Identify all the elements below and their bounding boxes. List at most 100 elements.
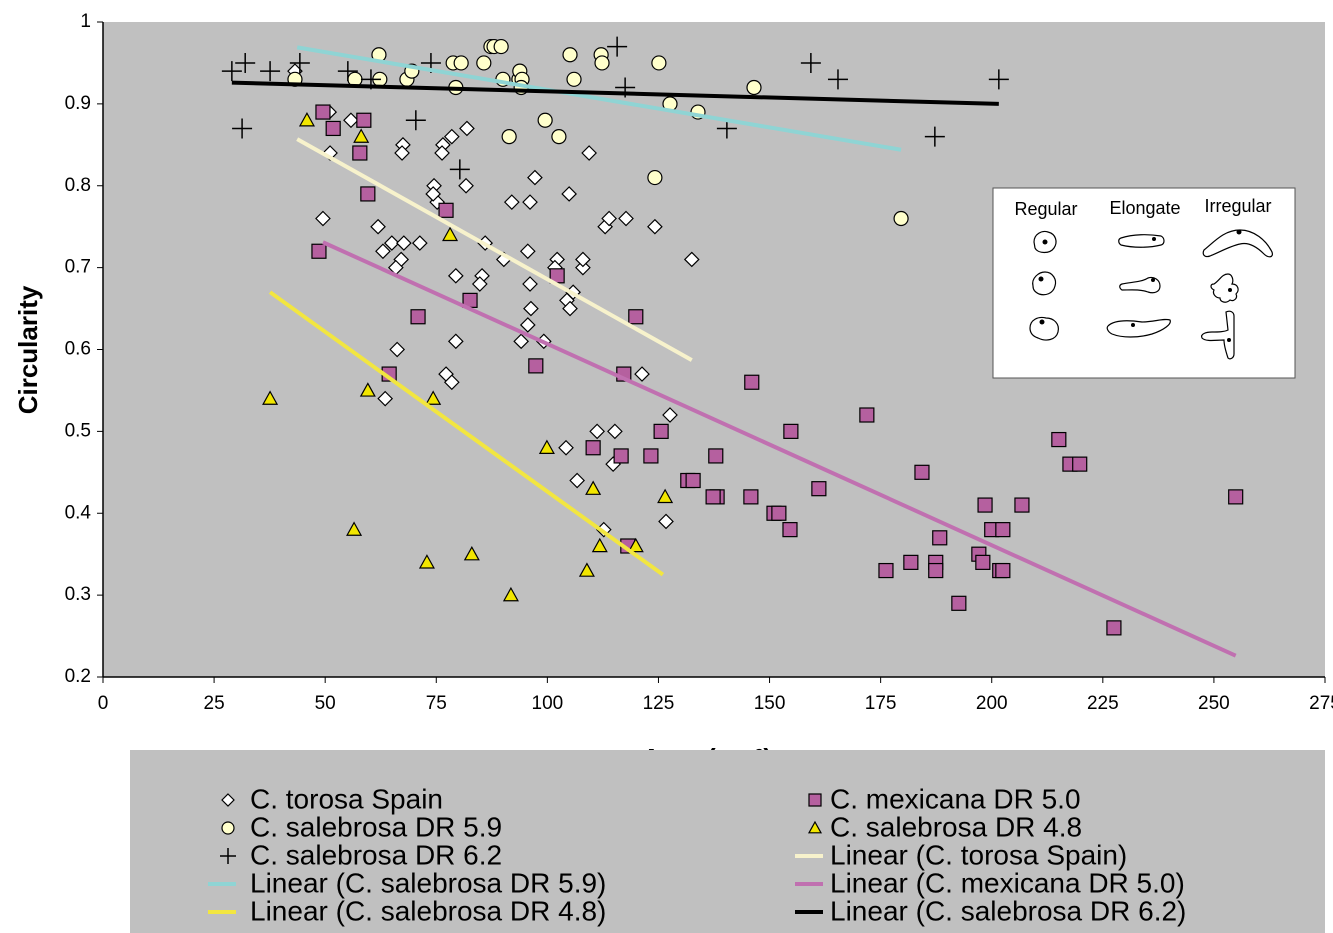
plus-marker	[827, 69, 848, 90]
diamond-marker	[343, 112, 359, 129]
diamond-marker	[221, 793, 235, 807]
diamond-marker	[458, 177, 474, 194]
square-marker	[771, 505, 787, 521]
diamond-marker	[443, 374, 460, 391]
triangle-marker	[442, 226, 459, 242]
plus-marker	[221, 61, 242, 82]
y-tick-label: 0.8	[65, 175, 91, 196]
plus-marker	[220, 848, 236, 864]
trend-line	[231, 80, 999, 106]
cell-icon	[1210, 273, 1239, 303]
diamond-marker	[558, 439, 574, 456]
diamond-marker	[389, 341, 406, 358]
square-marker	[808, 793, 822, 807]
diamond-marker	[618, 210, 634, 227]
diamond-marker	[522, 194, 538, 210]
inset-label: Elongate	[1109, 198, 1180, 218]
square-marker	[410, 309, 426, 325]
square-marker	[783, 423, 799, 439]
circle-marker	[537, 112, 553, 128]
circle-marker	[551, 129, 567, 145]
diamond-marker	[527, 169, 543, 186]
diamond-marker	[425, 186, 442, 202]
diamond-marker	[647, 218, 663, 235]
cell-icon	[1032, 271, 1057, 296]
trend-line	[296, 45, 902, 152]
diamond-marker	[443, 128, 460, 145]
nucleus	[1131, 323, 1135, 327]
legend-label: C. mexicana DR 5.0	[830, 783, 1081, 814]
square-marker	[1051, 431, 1067, 448]
square-marker	[705, 489, 721, 505]
square-marker	[744, 374, 760, 390]
diamond-marker	[575, 259, 591, 276]
diamond-marker	[471, 276, 488, 292]
y-tick-label: 0.4	[65, 502, 92, 523]
diamond-marker	[601, 210, 617, 227]
diamond-marker	[503, 194, 520, 210]
y-tick-label: 1	[80, 11, 91, 32]
square-marker	[360, 186, 376, 202]
plus-marker	[988, 69, 1009, 90]
square-marker	[928, 562, 944, 579]
plus-marker	[924, 126, 945, 147]
triangle-marker	[807, 820, 823, 834]
diamond-marker	[607, 423, 623, 440]
square-marker	[932, 530, 948, 546]
inset: Regular Elongate Irregular	[992, 187, 1296, 379]
x-tick-label: 250	[1198, 693, 1230, 714]
diamond-marker	[523, 300, 539, 317]
square-marker	[685, 472, 701, 489]
cell-icon	[1201, 310, 1235, 360]
square-marker	[859, 407, 875, 423]
diamond-marker	[662, 407, 678, 423]
diamond-marker	[581, 145, 597, 161]
x-tick-label: 100	[532, 693, 564, 714]
circle-marker	[453, 55, 469, 71]
legend-label: Linear (C. salebrosa DR 4.8)	[250, 895, 606, 926]
square-marker	[1106, 620, 1122, 636]
square-marker	[1072, 456, 1088, 472]
triangle-marker	[657, 488, 674, 504]
diamond-marker	[575, 251, 591, 268]
cell-icons	[1029, 229, 1273, 360]
inset-label: Irregular	[1204, 196, 1271, 216]
nucleus	[1228, 288, 1232, 292]
square-marker	[438, 202, 454, 218]
y-axis-label: Circularity	[13, 285, 43, 414]
legend-label: C. salebrosa DR 6.2	[250, 839, 502, 870]
square-marker	[995, 562, 1011, 579]
cell-nuclei	[1038, 229, 1242, 342]
plus-marker	[289, 52, 310, 73]
diamond-marker	[315, 210, 331, 227]
diamond-marker	[377, 390, 394, 407]
diamond-marker	[411, 235, 428, 251]
square-marker	[311, 243, 327, 259]
triangle-marker	[591, 537, 608, 553]
triangle-marker	[346, 521, 363, 536]
diamond-marker	[447, 333, 464, 350]
square-marker	[977, 497, 993, 513]
nucleus	[1152, 237, 1156, 241]
diamond-marker	[370, 218, 386, 235]
triangle-marker	[262, 390, 279, 405]
triangle-marker	[538, 439, 555, 454]
diamond-marker	[683, 251, 700, 268]
diamond-marker	[522, 276, 538, 292]
square-marker	[743, 489, 759, 505]
plus-marker	[232, 118, 253, 139]
diamond-marker	[394, 145, 410, 161]
square-marker	[315, 104, 331, 120]
triangle-marker	[418, 554, 435, 569]
y-tick-label: 0.5	[65, 420, 91, 441]
triangle-marker	[425, 390, 442, 405]
square-marker	[975, 554, 991, 570]
legend-label: Linear (C. mexicana DR 5.0)	[830, 867, 1185, 898]
triangle-marker	[578, 562, 595, 577]
x-tick-label: 275	[1309, 693, 1333, 714]
trend-line	[268, 290, 665, 577]
plus-marker	[337, 61, 358, 82]
diamond-marker	[375, 243, 391, 260]
diamond-marker	[589, 423, 605, 440]
